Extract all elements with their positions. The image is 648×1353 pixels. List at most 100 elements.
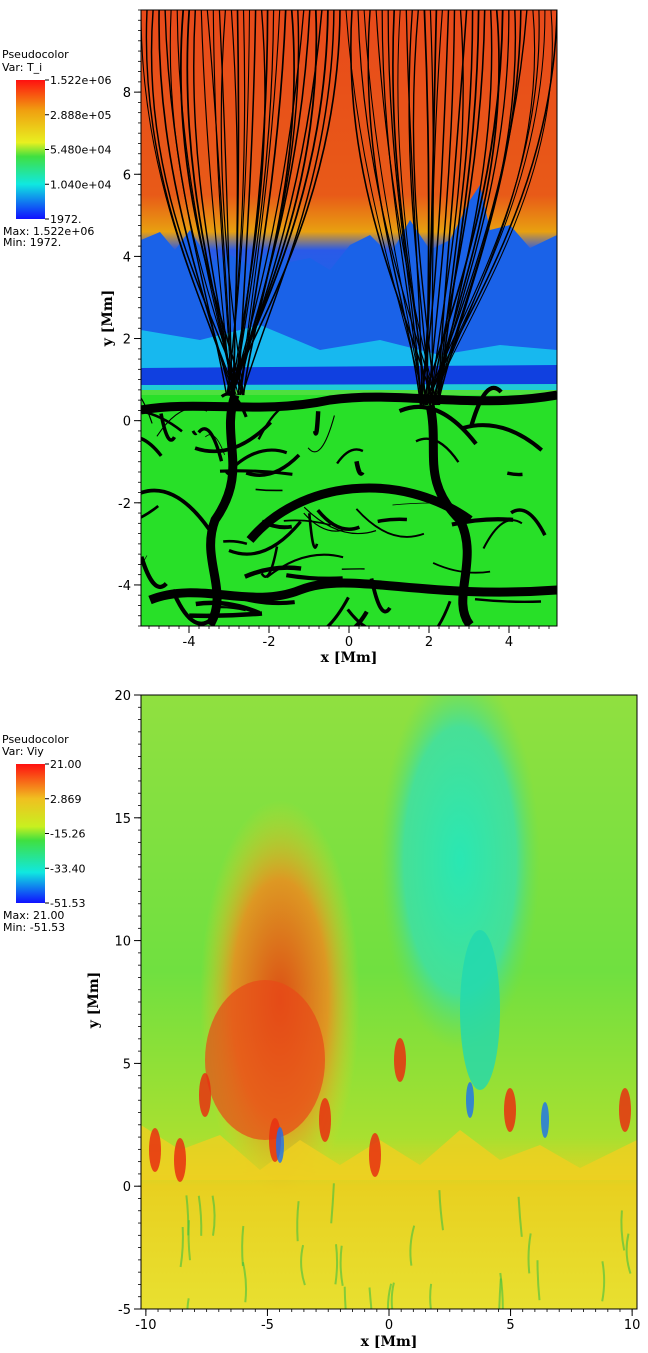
magnetic-tangle xyxy=(482,519,523,549)
field-line xyxy=(429,10,486,406)
colorbar-2-tick-label: -15.26 xyxy=(50,828,85,841)
magnetic-tangle xyxy=(205,434,225,456)
y-tick-label-2: -5 xyxy=(118,1303,131,1318)
convective-streak xyxy=(334,1244,339,1285)
colorbar-1-tick-label: 1.040e+04 xyxy=(50,178,111,191)
magnetic-tangle xyxy=(377,517,408,524)
magnetic-tangle xyxy=(220,392,248,418)
magnetic-tangle xyxy=(244,565,302,579)
field-line xyxy=(233,10,275,396)
legend-2-variable: Var: Viy xyxy=(2,745,44,758)
x-tick-label-2: -10 xyxy=(135,1318,156,1333)
field-line xyxy=(423,10,430,406)
convective-streak xyxy=(517,1196,523,1237)
y-tick-label-2: 15 xyxy=(114,812,131,827)
field-line xyxy=(437,10,468,406)
spicule-red xyxy=(504,1088,516,1132)
convective-streak xyxy=(330,1183,335,1224)
magnetic-tangle xyxy=(336,448,364,465)
field-line xyxy=(432,10,510,406)
magnetic-tangle xyxy=(225,448,288,476)
field-line xyxy=(212,10,233,396)
heatmap-2 xyxy=(141,695,637,1309)
y-tick-label-1: 4 xyxy=(123,250,131,265)
y-axis-label-2: y [Mm] xyxy=(86,972,102,1030)
magnetic-tangle xyxy=(228,520,302,556)
colorbar-2 xyxy=(16,764,45,903)
field-line xyxy=(405,10,423,406)
field-line xyxy=(426,10,456,406)
x-axis-label-2: x [Mm] xyxy=(361,1334,418,1350)
convective-streak xyxy=(536,1260,541,1301)
x-tick-label-2: 10 xyxy=(624,1318,641,1333)
convective-streak xyxy=(499,1272,504,1309)
field-line xyxy=(225,10,329,396)
magnetic-tangle xyxy=(141,504,160,519)
magnetic-tangle xyxy=(510,508,547,537)
magnetic-tangle xyxy=(506,471,523,477)
spicule-red xyxy=(319,1098,331,1142)
convective-streak xyxy=(186,1298,190,1309)
convective-streak xyxy=(241,1225,245,1267)
x-tick-label-2: -5 xyxy=(261,1318,274,1333)
x-axis-label-1: x [Mm] xyxy=(321,650,378,666)
x-tick-label-1: 4 xyxy=(505,635,513,650)
magnetic-tangle xyxy=(194,421,273,454)
magnetic-tangle xyxy=(346,608,368,626)
y-tick-label-1: -2 xyxy=(118,497,131,512)
spicule-red xyxy=(199,1073,211,1117)
field-line xyxy=(412,10,436,406)
magnetic-tangle xyxy=(462,423,543,452)
y-tick-label-1: 2 xyxy=(123,333,131,348)
magnetic-tangle xyxy=(369,578,392,614)
panel-velocity: Pseudocolor Var: Viy 21.00 2.869 -15.26 -33… xyxy=(2,689,641,1350)
magnetic-tangle xyxy=(266,553,344,579)
legend-1-variable: Var: T_i xyxy=(2,61,42,74)
y-tick-label-2: 5 xyxy=(123,1057,131,1072)
magnetic-tangle xyxy=(329,624,333,626)
magnetic-tangle xyxy=(159,413,177,442)
field-line xyxy=(387,10,422,406)
magnetic-tangle xyxy=(425,404,474,626)
y-tick-label-2: 10 xyxy=(114,935,131,950)
magnetic-tangle xyxy=(354,460,365,476)
magnetic-tangle xyxy=(219,469,293,476)
field-line xyxy=(357,10,438,406)
spicule-blue xyxy=(466,1082,474,1118)
x-tick-label-2: 5 xyxy=(506,1318,514,1333)
magnetic-tangle xyxy=(355,508,425,538)
magnetic-tangle xyxy=(285,573,343,581)
colorbar-1-tick-label: 5.480e+04 xyxy=(50,144,111,157)
convective-streak xyxy=(390,1282,395,1309)
legend-2: Pseudocolor Var: Viy 21.00 2.869 -15.26 -33… xyxy=(2,733,85,934)
magnetic-tangle xyxy=(195,600,261,616)
magnetic-tangle xyxy=(312,411,321,436)
legend-2-min: Min: -51.53 xyxy=(3,921,65,934)
y-axis-label-1: y [Mm] xyxy=(100,290,116,348)
magnetic-tangle xyxy=(325,596,350,626)
y-tick-label-1: 0 xyxy=(123,415,131,430)
convective-streak xyxy=(429,1283,433,1309)
colorbar-2-tick-label: -33.40 xyxy=(50,862,85,875)
field-line xyxy=(381,10,422,406)
convective-streak xyxy=(625,1233,632,1274)
heatmap-1 xyxy=(141,10,557,626)
magnetic-tangle xyxy=(189,611,263,619)
colorbar-1-tick-label: 1.522e+06 xyxy=(50,74,111,87)
field-line xyxy=(420,10,504,406)
spicule-red xyxy=(149,1128,161,1172)
field-line xyxy=(422,10,540,406)
magnetic-tangle xyxy=(141,410,183,433)
field-line xyxy=(230,10,305,396)
convective-streak xyxy=(620,1210,626,1251)
field-line xyxy=(164,10,228,396)
magnetic-tangle xyxy=(261,519,293,530)
convective-streak xyxy=(498,1278,502,1309)
magnetic-tangle xyxy=(260,546,279,579)
magnetic-tangle xyxy=(353,610,369,626)
legend-2-max: Max: 21.00 xyxy=(3,909,64,922)
x-tick-label-1: -2 xyxy=(263,635,276,650)
x-tick-label-2: 0 xyxy=(385,1318,393,1333)
field-line xyxy=(363,10,424,406)
